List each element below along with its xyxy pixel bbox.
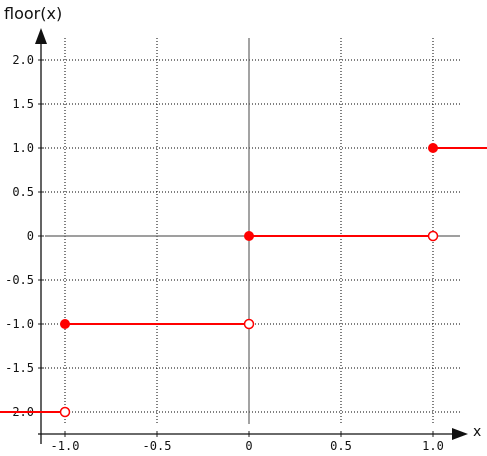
tick-labels: -2.0-1.5-1.0-0.500.51.01.52.02.01.51.00.… (5, 53, 444, 453)
y-tick-label: -0.5 (5, 273, 34, 287)
y-tick-label: 2.0 (12, 53, 34, 67)
y-tick-label: 0 (27, 229, 34, 243)
y-tick-label: 0.5 (12, 185, 34, 199)
closed-point (244, 231, 254, 241)
open-point (59, 406, 71, 418)
x-axis-title: x (473, 424, 482, 440)
y-tick-label: -1.5 (5, 361, 34, 375)
x-axis-arrow (452, 428, 468, 440)
closed-point (60, 319, 70, 329)
closed-point (428, 143, 438, 153)
series-floor (0, 143, 487, 418)
x-tick-label: -0.5 (143, 439, 172, 453)
y-axis-title: floor(x) (4, 4, 63, 23)
x-tick-label: -1.0 (51, 439, 80, 453)
open-point (243, 318, 255, 330)
y-tick-label: 1.5 (12, 97, 34, 111)
x-tick-label: 1.0 (422, 439, 444, 453)
y-axis-arrow (35, 28, 47, 44)
x-tick-label: 0.5 (330, 439, 352, 453)
open-point (427, 230, 439, 242)
y-tick-label: 1.0 (12, 141, 34, 155)
y-tick-label: -1.0 (5, 317, 34, 331)
grid (45, 38, 460, 424)
x-tick-label: 0 (245, 439, 252, 453)
